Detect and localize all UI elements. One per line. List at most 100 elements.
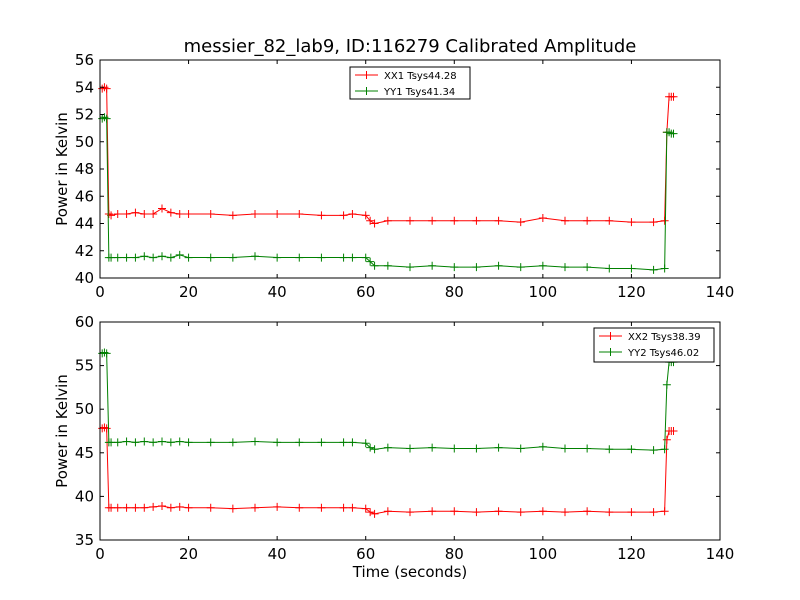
data-point (102, 84, 111, 93)
data-point (669, 427, 678, 435)
data-point (583, 216, 592, 225)
data-point (166, 253, 175, 262)
data-point (494, 443, 503, 452)
data-point (538, 261, 547, 270)
data-point (175, 502, 184, 511)
data-point (251, 252, 259, 261)
plots-layer: 0 20 40 60 80 100 120 140 40 42 44 46 48 50 52 54 56 Powe… (53, 51, 734, 581)
y-tick-label: 44 (75, 215, 94, 233)
data-point (605, 216, 614, 225)
data-point (428, 261, 437, 270)
y-tick-label: 60 (75, 313, 94, 331)
data-point (149, 438, 158, 447)
data-point (383, 216, 392, 225)
data-point (113, 209, 122, 218)
data-point (175, 437, 184, 446)
y-tick-label: 48 (75, 160, 94, 178)
data-point (122, 437, 131, 446)
x-tick-label: 40 (268, 283, 287, 301)
data-point (561, 508, 569, 517)
data-point (538, 442, 547, 451)
data-point (295, 438, 304, 447)
data-point (166, 503, 175, 512)
x-tick-label: 40 (268, 545, 287, 563)
chart-1: 0 20 40 60 80 100 120 140 40 42 44 46 48 50 52 54 56 Powe… (53, 51, 734, 301)
data-point (339, 438, 348, 447)
data-point (450, 444, 459, 453)
data-point (370, 219, 379, 228)
data-point (361, 211, 370, 220)
data-point (583, 507, 592, 516)
legend-label: YY2 Tsys46.02 (627, 348, 699, 359)
data-point (149, 209, 158, 218)
data-point (649, 218, 658, 227)
data-point (158, 437, 166, 446)
legend-marker (362, 71, 371, 79)
data-point (206, 209, 215, 218)
data-point (649, 265, 658, 274)
chart-title: messier_82_lab9, ID:116279 Calibrated Am… (184, 36, 637, 57)
data-point (516, 444, 525, 453)
x-tick-label: 60 (356, 283, 375, 301)
y-tick-label: 40 (75, 269, 94, 287)
data-point (184, 503, 193, 512)
y-tick-label: 50 (75, 400, 94, 418)
data-point (206, 438, 215, 447)
y-tick-label: 55 (75, 357, 94, 375)
data-point (605, 508, 614, 517)
data-point (273, 253, 282, 262)
data-point (472, 444, 481, 453)
data-point (149, 253, 158, 262)
data-point (516, 263, 525, 272)
data-point (516, 508, 525, 517)
data-point (339, 503, 348, 512)
data-point (472, 216, 481, 225)
data-point (428, 216, 437, 225)
data-point (140, 209, 149, 218)
data-point (366, 216, 375, 225)
data-point (184, 253, 193, 262)
data-point (660, 507, 669, 516)
data-point (348, 253, 357, 262)
legend-marker (362, 87, 371, 95)
data-point (251, 437, 259, 446)
data-point (383, 443, 392, 452)
data-point (102, 424, 111, 433)
data-point (339, 211, 348, 220)
data-point (662, 380, 671, 389)
data-point (140, 252, 149, 261)
x-tick-label: 120 (617, 283, 646, 301)
data-point (494, 216, 503, 225)
data-point (370, 445, 379, 454)
data-point (158, 501, 166, 510)
data-point (494, 261, 503, 270)
data-point (175, 250, 184, 259)
data-point (561, 444, 569, 453)
data-point (383, 261, 392, 270)
data-point (158, 204, 166, 213)
data-point (538, 507, 547, 516)
legend-label: XX2 Tsys38.39 (628, 332, 701, 343)
data-point (295, 253, 304, 262)
data-point (669, 92, 678, 101)
data-point (131, 438, 140, 447)
data-point (102, 349, 111, 358)
x-tick-label: 80 (445, 283, 464, 301)
data-point (472, 508, 481, 517)
data-point (228, 438, 237, 447)
data-point (339, 253, 348, 262)
data-point (361, 253, 370, 262)
data-point (627, 218, 636, 227)
data-point (366, 508, 375, 517)
data-point (627, 508, 636, 517)
data-point (317, 253, 326, 262)
x-tick-label: 20 (179, 283, 198, 301)
data-point (251, 503, 259, 512)
data-point (184, 438, 193, 447)
data-point (140, 503, 149, 512)
data-point (206, 503, 215, 512)
data-point (131, 253, 140, 262)
data-point (561, 263, 569, 272)
